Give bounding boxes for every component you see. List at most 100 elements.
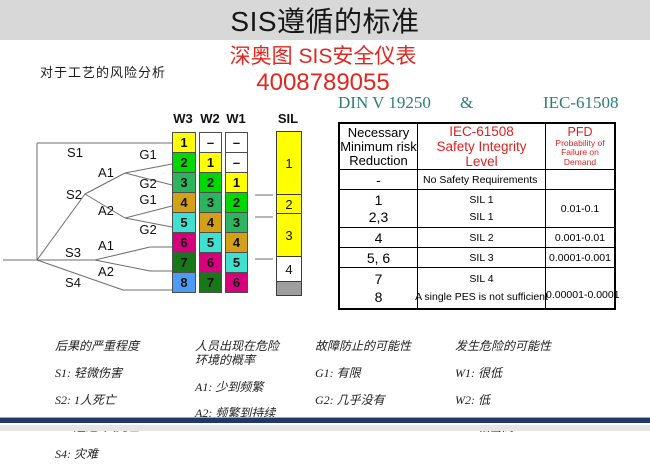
reduction-line: 7 (374, 271, 383, 287)
cell-pfd: 0.00001-0.0001 (546, 289, 620, 301)
page-title: SIS遵循的标准 (230, 6, 420, 37)
sil-table: Necessary Minimum risk Reduction IEC-615… (338, 122, 620, 310)
tree-line (124, 217, 173, 228)
sil-line: SIL 1 (469, 194, 494, 207)
cell-reduction: - (340, 170, 418, 189)
column-header-w1: W1 (226, 111, 246, 126)
footer-steel-line (0, 417, 650, 418)
tree-line (84, 172, 126, 195)
reduction-line: 8 (374, 289, 383, 305)
risk-cell: 3 (199, 192, 222, 213)
cell-reduction: 7 8 (340, 268, 418, 308)
tree-label-s1: S1 (67, 145, 83, 160)
risk-cell: – (199, 132, 222, 153)
table-row: - No Safety Requirements (340, 169, 614, 189)
legend-line: S2: 1人死亡 (55, 393, 116, 408)
legend-line: S1: 轻微伤害 (55, 366, 122, 381)
table-header-sil: IEC-61508 Safety Integrity Level (418, 124, 546, 169)
risk-cell: 6 (225, 272, 248, 293)
vendor-name: 深奥图 SIS安全仪表 (229, 45, 417, 68)
risk-cell: 5 (225, 252, 248, 273)
risk-cell: 7 (172, 252, 196, 273)
footer-navy-bar (0, 418, 650, 423)
cell-pfd: 0.01-0.1 (560, 202, 600, 215)
cell-sil: SIL 3 (418, 248, 546, 267)
tree-label-g1: G1 (139, 147, 156, 162)
risk-cell: 2 (172, 152, 196, 173)
tree-label-s4: S4 (65, 275, 81, 290)
legend-exposure: 人员出现在危险 环境的概率 A1: 少到频繁 A2: 频繁到持续 (195, 327, 279, 434)
legend-line: A1: 少到频繁 (195, 379, 264, 394)
legend-title: 人员出现在危险 环境的概率 (195, 339, 280, 367)
risk-cell: 4 (199, 212, 222, 233)
risk-cell: 4 (225, 232, 248, 253)
legend-line: W1: 很低 (455, 366, 502, 381)
sil-line: SIL 1 (469, 210, 494, 223)
cell-reduction: 1 2,3 (340, 190, 418, 227)
column-header-sil: SIL (277, 111, 299, 126)
risk-cell: – (225, 152, 248, 173)
tree-label-g2: G2 (139, 222, 156, 237)
cell-sil: No Safety Requirements (418, 170, 546, 189)
cell-sil: SIL 2 (418, 228, 546, 247)
standard-iec-label: IEC-61508 (543, 93, 619, 112)
tree-label-a2: A2 (98, 203, 114, 218)
risk-cell: 1 (225, 172, 248, 193)
table-row: 1 2,3 SIL 1 SIL 1 0.01-0.1 (340, 189, 614, 227)
risk-cell: 6 (199, 252, 222, 273)
risk-cell: 1 (172, 132, 196, 153)
cell-reduction: 4 (340, 228, 418, 247)
sil-segment: 4 (276, 256, 302, 282)
table-row: 5, 6 SIL 3 0.0001-0.001 (340, 247, 614, 267)
standard-ampersand: & (460, 93, 474, 112)
tree-label-s2: S2 (66, 187, 82, 202)
column-header-w2: W2 (200, 111, 220, 126)
tree-label-g1: G1 (139, 192, 156, 207)
cell-sil: SIL 4 A single PES is not sufficient (415, 268, 548, 308)
tree-line (124, 205, 173, 219)
tree-line (124, 163, 173, 174)
reduction-line: 2,3 (368, 208, 389, 225)
tree-label-a1: A1 (98, 165, 114, 180)
cell-pfd: 0.0001-0.001 (549, 251, 611, 264)
sil-segment: 2 (276, 194, 302, 214)
tree-label-a1: A1 (98, 238, 114, 253)
table-row: 4 SIL 2 0.001-0.01 (340, 227, 614, 247)
cell-pfd: 0.001-0.01 (554, 231, 606, 244)
tree-line (36, 259, 124, 291)
tree-label-g2: G2 (139, 176, 156, 191)
risk-cell: 7 (199, 272, 222, 293)
risk-cell: – (225, 132, 248, 153)
legend-line: A2: 频繁到持续 (195, 406, 276, 421)
risk-column-w2: – 1 2 3 4 5 6 7 (199, 132, 222, 293)
footer-white-line (0, 423, 650, 425)
title-bar: SIS遵循的标准 (0, 0, 650, 40)
legend-line: S4: 灾难 (55, 446, 98, 461)
pfd-subtitle: Probability of Failure on Demand (555, 137, 605, 167)
cell-reduction: 5, 6 (340, 248, 418, 267)
reduction-line: 1 (374, 192, 383, 209)
standard-din-label: DIN V 19250 (338, 93, 431, 112)
risk-cell: 5 (199, 232, 222, 253)
table-header-row: Necessary Minimum risk Reduction IEC-615… (340, 124, 614, 169)
legend-line: G2: 几乎没有 (315, 393, 385, 408)
tree-label-s3: S3 (65, 245, 81, 260)
legend-line: G1: 有限 (315, 366, 361, 381)
risk-cell: 4 (172, 192, 196, 213)
sil-segment: 1 (276, 131, 302, 195)
vendor-phone: 4008789055 (256, 69, 390, 96)
sil-line: SIL 4 (469, 273, 494, 285)
risk-cell: 6 (172, 232, 196, 253)
risk-column-w3: 1 2 3 4 5 6 7 8 (172, 132, 196, 293)
tree-line (36, 193, 86, 261)
risk-cell: 2 (199, 172, 222, 193)
cell-pfd (546, 170, 614, 189)
legend-title: 故障防止的可能性 (315, 339, 412, 354)
sil-line: A single PES is not sufficient (415, 291, 548, 303)
table-header-pfd: PFD Probability of Failure on Demand (546, 124, 614, 169)
risk-cell: 8 (172, 272, 196, 293)
tree-line (94, 246, 151, 261)
sil-column: 1 2 3 4 (276, 131, 302, 296)
risk-analysis-label: 对于工艺的风险分析 (40, 65, 167, 80)
cell-sil: SIL 1 SIL 1 (418, 190, 546, 227)
